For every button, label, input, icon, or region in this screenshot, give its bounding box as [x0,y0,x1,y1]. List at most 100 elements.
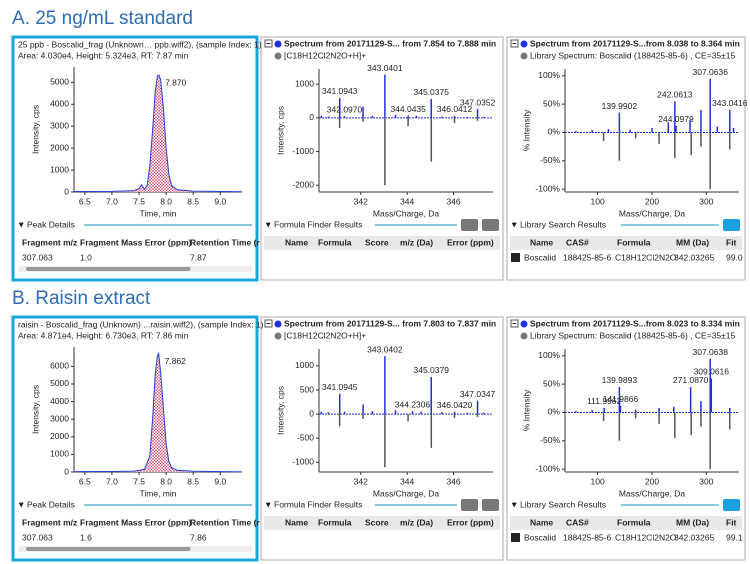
peak-label: 309.0616 [694,367,730,377]
cell: 342.03265 [674,252,714,262]
x-axis-label: Time, min [140,208,177,218]
peak-label: 343.0401 [367,63,403,73]
column-header: Score [365,517,389,527]
section-title: B. Raisin extract [12,288,151,309]
series-dot [274,320,282,328]
peak-label: 343.0416 [712,98,748,108]
column-header: m/z (Da) [400,237,433,247]
toolbar-button[interactable] [461,499,478,511]
toolbar-button[interactable] [461,219,478,231]
x-tick-label: 346 [446,196,460,206]
chromatogram-line [73,351,243,473]
column-header: Name [530,517,553,527]
x-tick-label: 6.5 [79,476,91,486]
y-tick-label: -500 [297,432,314,442]
column-header: Fragment Mass Error (ppm) [80,237,192,247]
spectrum-legend: [C18H12Cl2N2O+H]+ [284,330,366,340]
x-tick-label: 8.5 [187,196,199,206]
header-bg [510,516,742,530]
y-tick-label: 1000 [295,78,314,88]
search-button[interactable] [723,219,740,231]
peak-label: 307.0638 [692,347,728,357]
column-header: Fit [726,237,737,247]
peak-label: 344.2306 [395,399,431,409]
column-header: Fragment Mass Error (ppm) [80,517,192,527]
cell: 307.063 [22,252,53,262]
y-tick-label: -100% [535,463,560,473]
section-title: Library Search Results [520,499,606,509]
peak-label: 307.0636 [692,67,728,77]
library-dot [520,52,528,60]
y-tick-label: 2000 [50,431,69,441]
peak-label: 343.0402 [367,344,403,354]
column-header: Formula [617,237,651,247]
y-axis-label: Intensity, cps [30,385,40,434]
peak-label: 141.9866 [603,394,639,404]
peak-area [74,75,242,192]
peak-label: 345.0375 [414,87,450,97]
y-axis-label: Intensity, cps [275,386,285,435]
library-dot [520,332,528,340]
column-header: Error (ppm) [447,517,494,527]
toolbar-button[interactable] [482,499,499,511]
peak-area [74,353,242,472]
cell: 1.6 [80,532,92,542]
series-dot [520,320,528,328]
peak-label: 242.0613 [657,90,693,100]
column-header: MM (Da) [676,237,709,247]
y-tick-label: 0 [309,408,314,418]
x-tick-label: 342 [354,196,368,206]
section-title: A. 25 ng/mL standard [12,8,193,29]
x-axis-label: Mass/Charge, Da [373,208,439,218]
peak-label: 7.862 [165,356,187,366]
peak-label: 111.9962 [587,396,621,406]
expand-arrow: ▼ [510,219,518,229]
column-header: Name [285,237,308,247]
peak-label: 139.9893 [602,375,638,385]
x-tick-label: 342 [354,476,368,486]
x-tick-label: 100 [591,196,605,206]
cell: Boscalid [524,252,556,262]
library-dot [274,52,282,60]
panel [260,316,504,561]
panel [506,316,746,561]
y-tick-label: -50% [540,435,560,445]
x-axis-label: Mass/Charge, Da [373,488,439,498]
y-tick-label: 0% [548,127,561,137]
toolbar-button[interactable] [482,219,499,231]
y-tick-label: -2000 [292,180,314,190]
scrollbar-thumb[interactable] [26,547,191,551]
cell: 99.1 [726,532,743,542]
y-tick-label: -1000 [292,457,314,467]
column-header: CAS# [566,517,589,527]
library-dot [274,332,282,340]
spectrum-legend: [C18H12Cl2N2O+H]+ [284,50,366,60]
cell: 99.0 [726,252,743,262]
column-header: Fragment m/z [22,237,77,247]
column-header: Fragment m/z [22,517,77,527]
expand-arrow: ▼ [510,499,518,509]
x-tick-label: 8.5 [187,476,199,486]
column-header: MM (Da) [676,517,709,527]
section-title: Peak Details [27,219,75,229]
column-header: m/z (Da) [400,517,433,527]
chromatogram-header: 25 ppb - Boscalid_frag (Unknown… ppb.wif… [18,39,262,49]
column-header: Fit [726,517,737,527]
column-header: Name [530,237,553,247]
y-tick-label: 5000 [50,77,69,87]
cell: 7.86 [190,532,207,542]
column-header: Error (ppm) [447,237,494,247]
cell: 342.03265 [674,532,714,542]
expand-arrow: ▼ [17,219,25,229]
peak-label: 347.0352 [460,97,496,107]
x-tick-label: 7.0 [106,476,118,486]
header-bg [264,516,500,530]
section-title: Formula Finder Results [274,499,362,509]
x-tick-label: 344 [400,476,414,486]
panel [506,36,746,281]
spectrum-legend: Library Spectrum: Boscalid (188425-85-6)… [530,330,736,340]
scrollbar-thumb[interactable] [26,267,191,271]
search-button[interactable] [723,499,740,511]
